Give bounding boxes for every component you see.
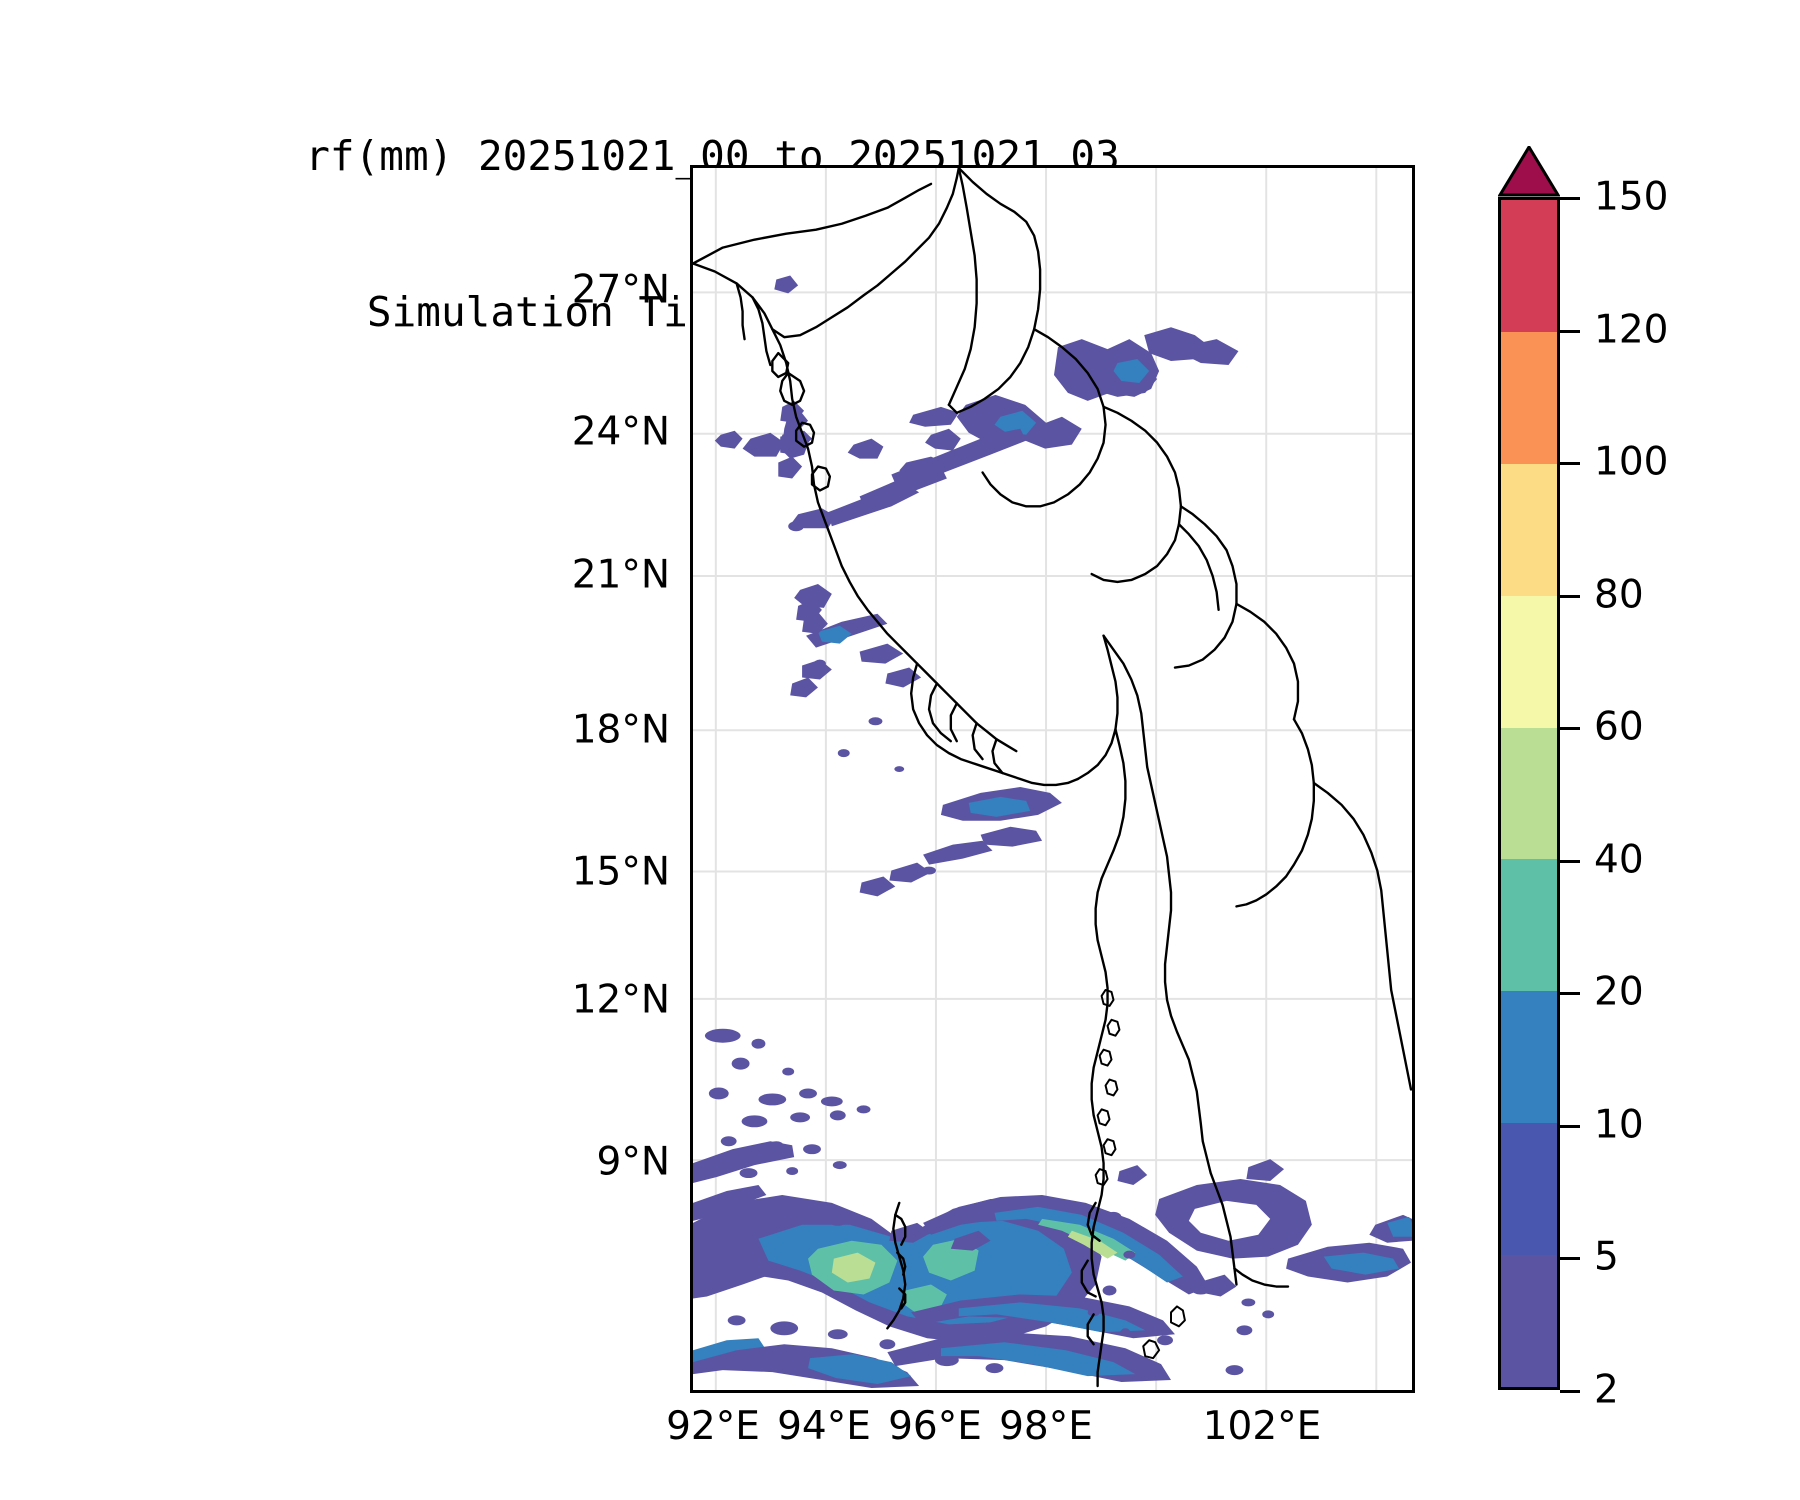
rainfall-contours bbox=[693, 275, 1412, 1389]
colorbar-label-120: 120 bbox=[1594, 307, 1669, 353]
colorbar-segment-40-60 bbox=[1501, 727, 1557, 860]
map-coastlines bbox=[693, 168, 1412, 1388]
colorbar-tick-60 bbox=[1560, 727, 1580, 730]
ytick-12N: 12°N bbox=[571, 977, 670, 1023]
colorbar-label-150: 150 bbox=[1594, 174, 1669, 220]
colorbar-label-100: 100 bbox=[1594, 439, 1669, 485]
colorbar-tick-5 bbox=[1560, 1257, 1580, 1260]
colorbar-tick-120 bbox=[1560, 330, 1580, 333]
xtick-102E: 102°E bbox=[1202, 1404, 1322, 1449]
ytick-15N: 15°N bbox=[571, 849, 670, 895]
rainfall-region-scattered bbox=[788, 521, 936, 875]
colorbar-gradient bbox=[1498, 197, 1560, 1390]
colorbar-segment-10-20 bbox=[1501, 991, 1557, 1124]
xtick-98E: 98°E bbox=[999, 1404, 1093, 1449]
colorbar-segment-60-80 bbox=[1501, 595, 1557, 728]
colorbar-label-80: 80 bbox=[1594, 572, 1644, 618]
rainfall-region-gulf-thailand bbox=[1117, 1159, 1412, 1376]
colorbar-segment-100-120 bbox=[1501, 331, 1557, 464]
colorbar-segment-5-10 bbox=[1501, 1123, 1557, 1255]
rainfall-region-myanmar-coast bbox=[790, 583, 922, 698]
colorbar-tick-2 bbox=[1560, 1390, 1580, 1393]
colorbar-tick-20 bbox=[1560, 992, 1580, 995]
colorbar-label-2: 2 bbox=[1594, 1367, 1619, 1413]
colorbar-segment-2-5 bbox=[1501, 1255, 1557, 1387]
colorbar-label-10: 10 bbox=[1594, 1102, 1644, 1148]
colorbar-tick-100 bbox=[1560, 462, 1580, 465]
ytick-21N: 21°N bbox=[571, 552, 670, 598]
colorbar-label-40: 40 bbox=[1594, 837, 1644, 883]
xtick-92E: 92°E bbox=[666, 1404, 760, 1449]
map-gridlines bbox=[693, 168, 1412, 1390]
colorbar: 150 120 100 80 60 40 20 10 5 2 bbox=[1498, 146, 1668, 1413]
colorbar-segment-20-40 bbox=[1501, 859, 1557, 992]
map-canvas bbox=[693, 168, 1412, 1390]
rainfall-region-thai-peninsula bbox=[1087, 1211, 1136, 1337]
xtick-96E: 96°E bbox=[888, 1404, 982, 1449]
colorbar-label-20: 20 bbox=[1594, 969, 1644, 1015]
rainfall-region-south-band bbox=[887, 1294, 1175, 1383]
colorbar-segment-80-100 bbox=[1501, 463, 1557, 596]
colorbar-tick-40 bbox=[1560, 860, 1580, 863]
map-axes bbox=[690, 165, 1415, 1393]
ytick-18N: 18°N bbox=[571, 707, 670, 753]
xtick-94E: 94°E bbox=[777, 1404, 871, 1449]
rainfall-region-martaban bbox=[859, 786, 1062, 897]
ytick-9N: 9°N bbox=[596, 1139, 671, 1185]
colorbar-label-5: 5 bbox=[1594, 1234, 1619, 1280]
colorbar-extend-arrow bbox=[1498, 146, 1560, 197]
ytick-24N: 24°N bbox=[571, 409, 670, 455]
ytick-27N: 27°N bbox=[571, 267, 670, 313]
colorbar-segment-120-150 bbox=[1501, 200, 1557, 332]
colorbar-tick-150 bbox=[1560, 197, 1580, 200]
colorbar-tick-80 bbox=[1560, 595, 1580, 598]
colorbar-label-60: 60 bbox=[1594, 704, 1644, 750]
colorbar-tick-10 bbox=[1560, 1125, 1580, 1128]
